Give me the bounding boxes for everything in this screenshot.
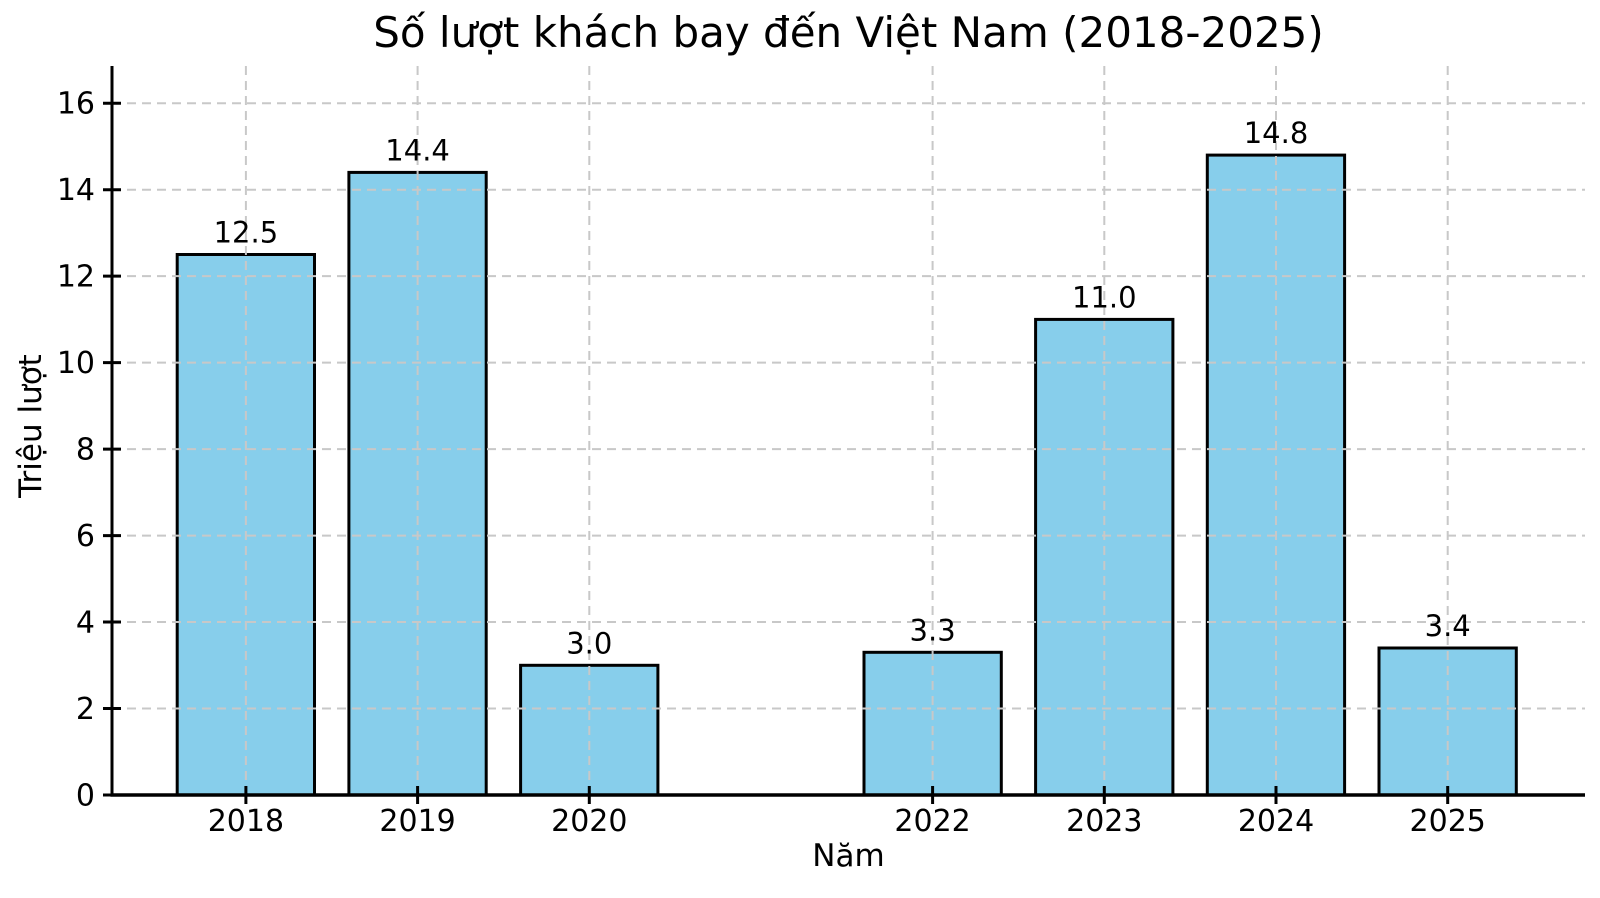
y-tick-label-0: 0 [76, 779, 95, 814]
x-axis-label: Năm [812, 838, 885, 874]
chart-title: Số lượt khách bay đến Việt Nam (2018-202… [373, 8, 1324, 57]
y-axis-label: Triệu lượt [13, 354, 49, 498]
y-tick-label-10: 10 [57, 346, 95, 381]
x-tick-label-2023: 2023 [1066, 804, 1142, 839]
bar-value-label-2022: 3.3 [910, 613, 956, 647]
bar-value-label-2023: 11.0 [1072, 280, 1137, 314]
y-tick-label-12: 12 [57, 260, 95, 295]
y-tick-label-4: 4 [76, 606, 95, 641]
x-tick-label-2019: 2019 [379, 804, 455, 839]
bar-value-label-2024: 14.8 [1244, 116, 1309, 150]
x-tick-label-2025: 2025 [1410, 804, 1486, 839]
y-tick-label-6: 6 [76, 519, 95, 554]
y-tick-label-14: 14 [57, 173, 95, 208]
x-tick-label-2020: 2020 [551, 804, 627, 839]
bar-value-label-2025: 3.4 [1425, 609, 1471, 643]
bar-value-label-2018: 12.5 [214, 216, 279, 250]
x-tick-label-2018: 2018 [208, 804, 284, 839]
bar-value-label-2019: 14.4 [385, 133, 450, 167]
bar-value-label-2020: 3.0 [566, 626, 612, 660]
bar-2023 [1034, 317, 1175, 797]
x-tick-label-2024: 2024 [1238, 804, 1314, 839]
x-tick-label-2022: 2022 [894, 804, 970, 839]
y-tick-label-2: 2 [76, 692, 95, 727]
y-tick-label-16: 16 [57, 87, 95, 122]
y-tick-label-8: 8 [76, 433, 95, 468]
